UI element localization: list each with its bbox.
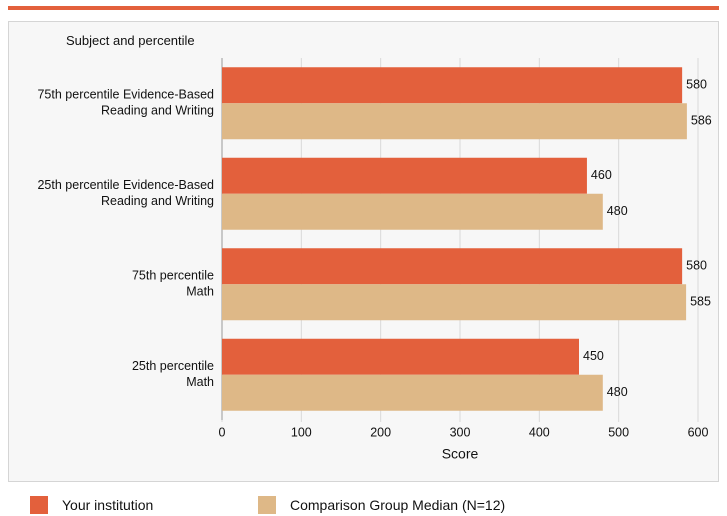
data-label: 586 — [691, 114, 712, 128]
category-label: 75th percentile Evidence-Based — [37, 88, 214, 102]
category-label: 25th percentile — [132, 359, 214, 373]
category-label: Reading and Writing — [101, 104, 214, 118]
x-tick-label: 500 — [608, 425, 629, 439]
x-tick-label: 400 — [529, 425, 550, 439]
legend-item-comparison-group: Comparison Group Median (N=12) — [258, 496, 505, 514]
bar — [222, 284, 687, 321]
category-label: Math — [186, 285, 214, 299]
x-tick-label: 600 — [688, 425, 709, 439]
category-label: Math — [186, 375, 214, 389]
bar — [222, 193, 603, 230]
bar — [222, 338, 579, 375]
legend-swatch — [30, 496, 48, 514]
bars: 580 586 460 480 580 585 450 480 — [222, 67, 712, 411]
bar — [222, 374, 603, 411]
x-tick-label: 300 — [450, 425, 471, 439]
x-axis-title: Score — [442, 446, 479, 462]
x-tick-label: 100 — [291, 425, 312, 439]
category-label: 75th percentile — [132, 269, 214, 283]
bar — [222, 157, 587, 194]
legend-swatch — [258, 496, 276, 514]
data-label: 580 — [686, 259, 707, 273]
bar — [222, 67, 683, 104]
data-label: 460 — [591, 168, 612, 182]
category-label: Reading and Writing — [101, 194, 214, 208]
category-label: 25th percentile Evidence-Based — [37, 178, 214, 192]
data-label: 450 — [583, 349, 604, 363]
x-tick-label: 0 — [219, 425, 226, 439]
data-label: 480 — [607, 204, 628, 218]
legend-label: Comparison Group Median (N=12) — [290, 497, 506, 513]
x-axis-ticks: 0 100 200 300 400 500 600 — [219, 425, 709, 439]
chart-title: Subject and percentile — [66, 33, 195, 48]
x-tick-label: 200 — [370, 425, 391, 439]
bar — [222, 248, 683, 285]
bar — [222, 103, 687, 140]
legend-item-your-institution: Your institution — [30, 496, 153, 514]
legend: Your institution Comparison Group Median… — [8, 484, 719, 516]
top-accent-rule — [8, 6, 719, 10]
data-label: 480 — [607, 385, 628, 399]
data-label: 580 — [686, 78, 707, 92]
data-label: 585 — [690, 295, 711, 309]
category-labels: 75th percentile Evidence-Based Reading an… — [37, 88, 214, 390]
legend-label: Your institution — [62, 497, 154, 513]
